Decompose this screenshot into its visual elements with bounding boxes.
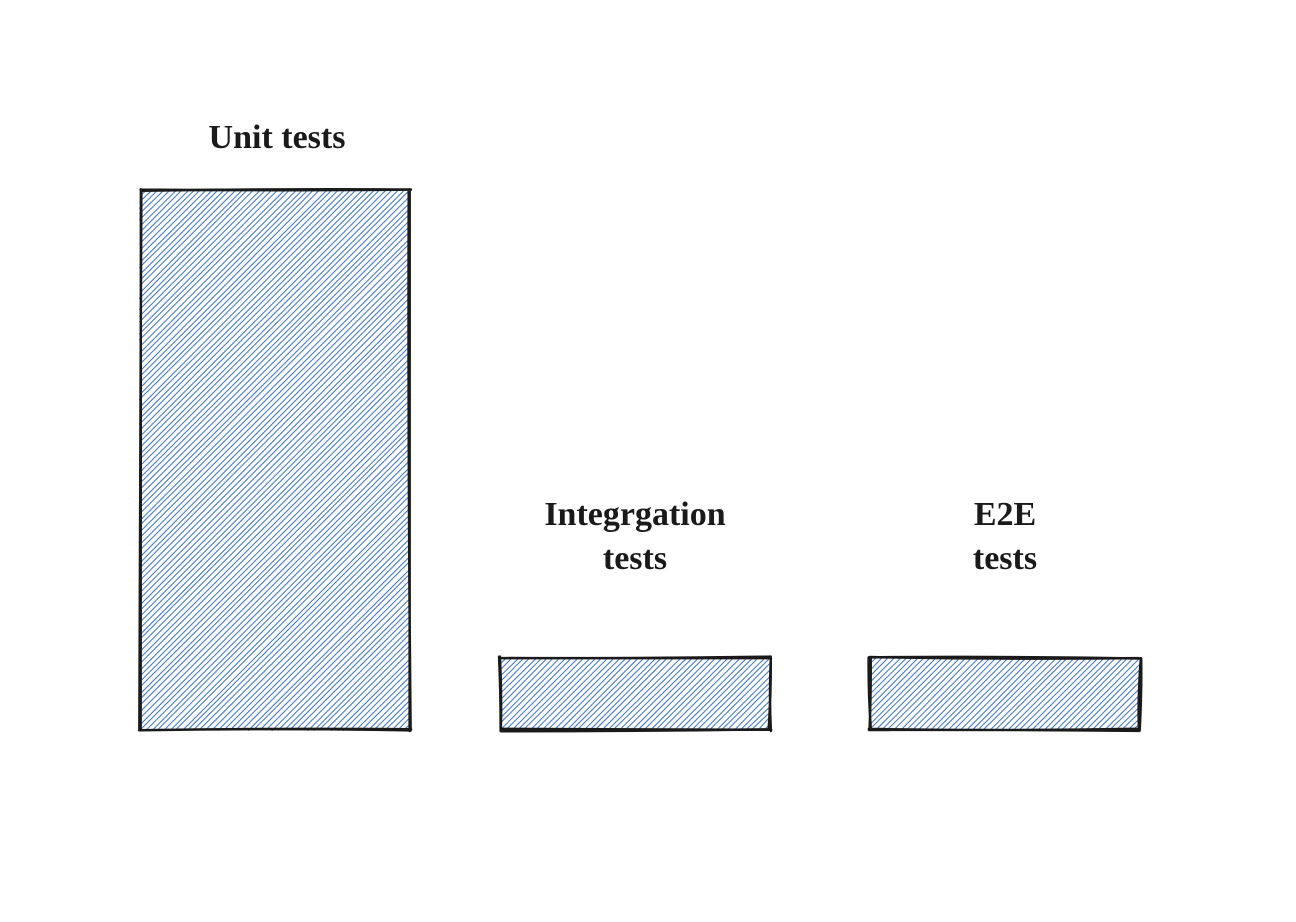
bar-label-integration-tests: Integrgation tests bbox=[490, 493, 780, 581]
bar-unit-tests bbox=[136, 186, 414, 734]
bar-label-unit-tests: Unit tests bbox=[142, 116, 412, 160]
test-distribution-chart: Unit tests Integrgation tests E2E tests bbox=[0, 0, 1296, 922]
bar-label-e2e-tests: E2E tests bbox=[915, 493, 1095, 581]
bar-e2e-tests bbox=[866, 654, 1144, 734]
bar-integration-tests bbox=[496, 654, 774, 734]
